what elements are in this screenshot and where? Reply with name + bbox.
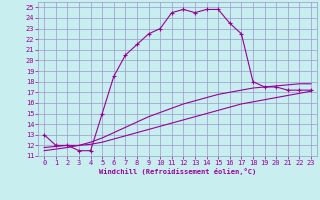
X-axis label: Windchill (Refroidissement éolien,°C): Windchill (Refroidissement éolien,°C) <box>99 168 256 175</box>
